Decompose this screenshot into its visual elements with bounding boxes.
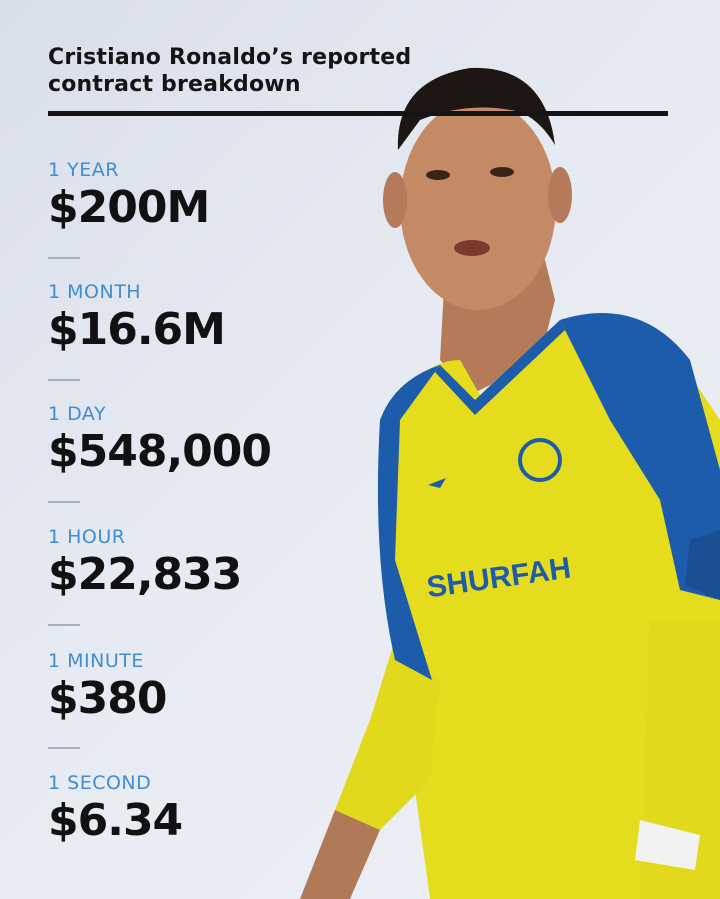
divider [48,501,80,503]
breakdown-item: 1 MONTH $16.6M [48,281,226,355]
divider [48,257,80,259]
period-label: 1 SECOND [48,772,152,794]
amount-value: $200M [48,182,210,233]
period-label: 1 MONTH [48,281,142,303]
amount-value: $22,833 [48,549,242,600]
divider [48,624,80,626]
amount-value: $548,000 [48,426,272,477]
title-divider [48,111,668,116]
divider [48,747,80,749]
period-label: 1 HOUR [48,526,126,548]
divider [48,379,80,381]
breakdown-item: 1 MINUTE $380 [48,650,167,724]
amount-value: $16.6M [48,304,226,355]
breakdown-item: 1 SECOND $6.34 [48,772,183,846]
amount-value: $6.34 [48,795,183,846]
breakdown-item: 1 YEAR $200M [48,159,210,233]
period-label: 1 DAY [48,403,107,425]
jersey [380,315,720,899]
period-label: 1 YEAR [48,159,119,181]
period-label: 1 MINUTE [48,650,144,672]
amount-value: $380 [48,673,167,724]
breakdown-item: 1 DAY $548,000 [48,403,272,477]
page-title: Cristiano Ronaldo’s reported contract br… [48,45,412,97]
breakdown-item: 1 HOUR $22,833 [48,526,242,600]
